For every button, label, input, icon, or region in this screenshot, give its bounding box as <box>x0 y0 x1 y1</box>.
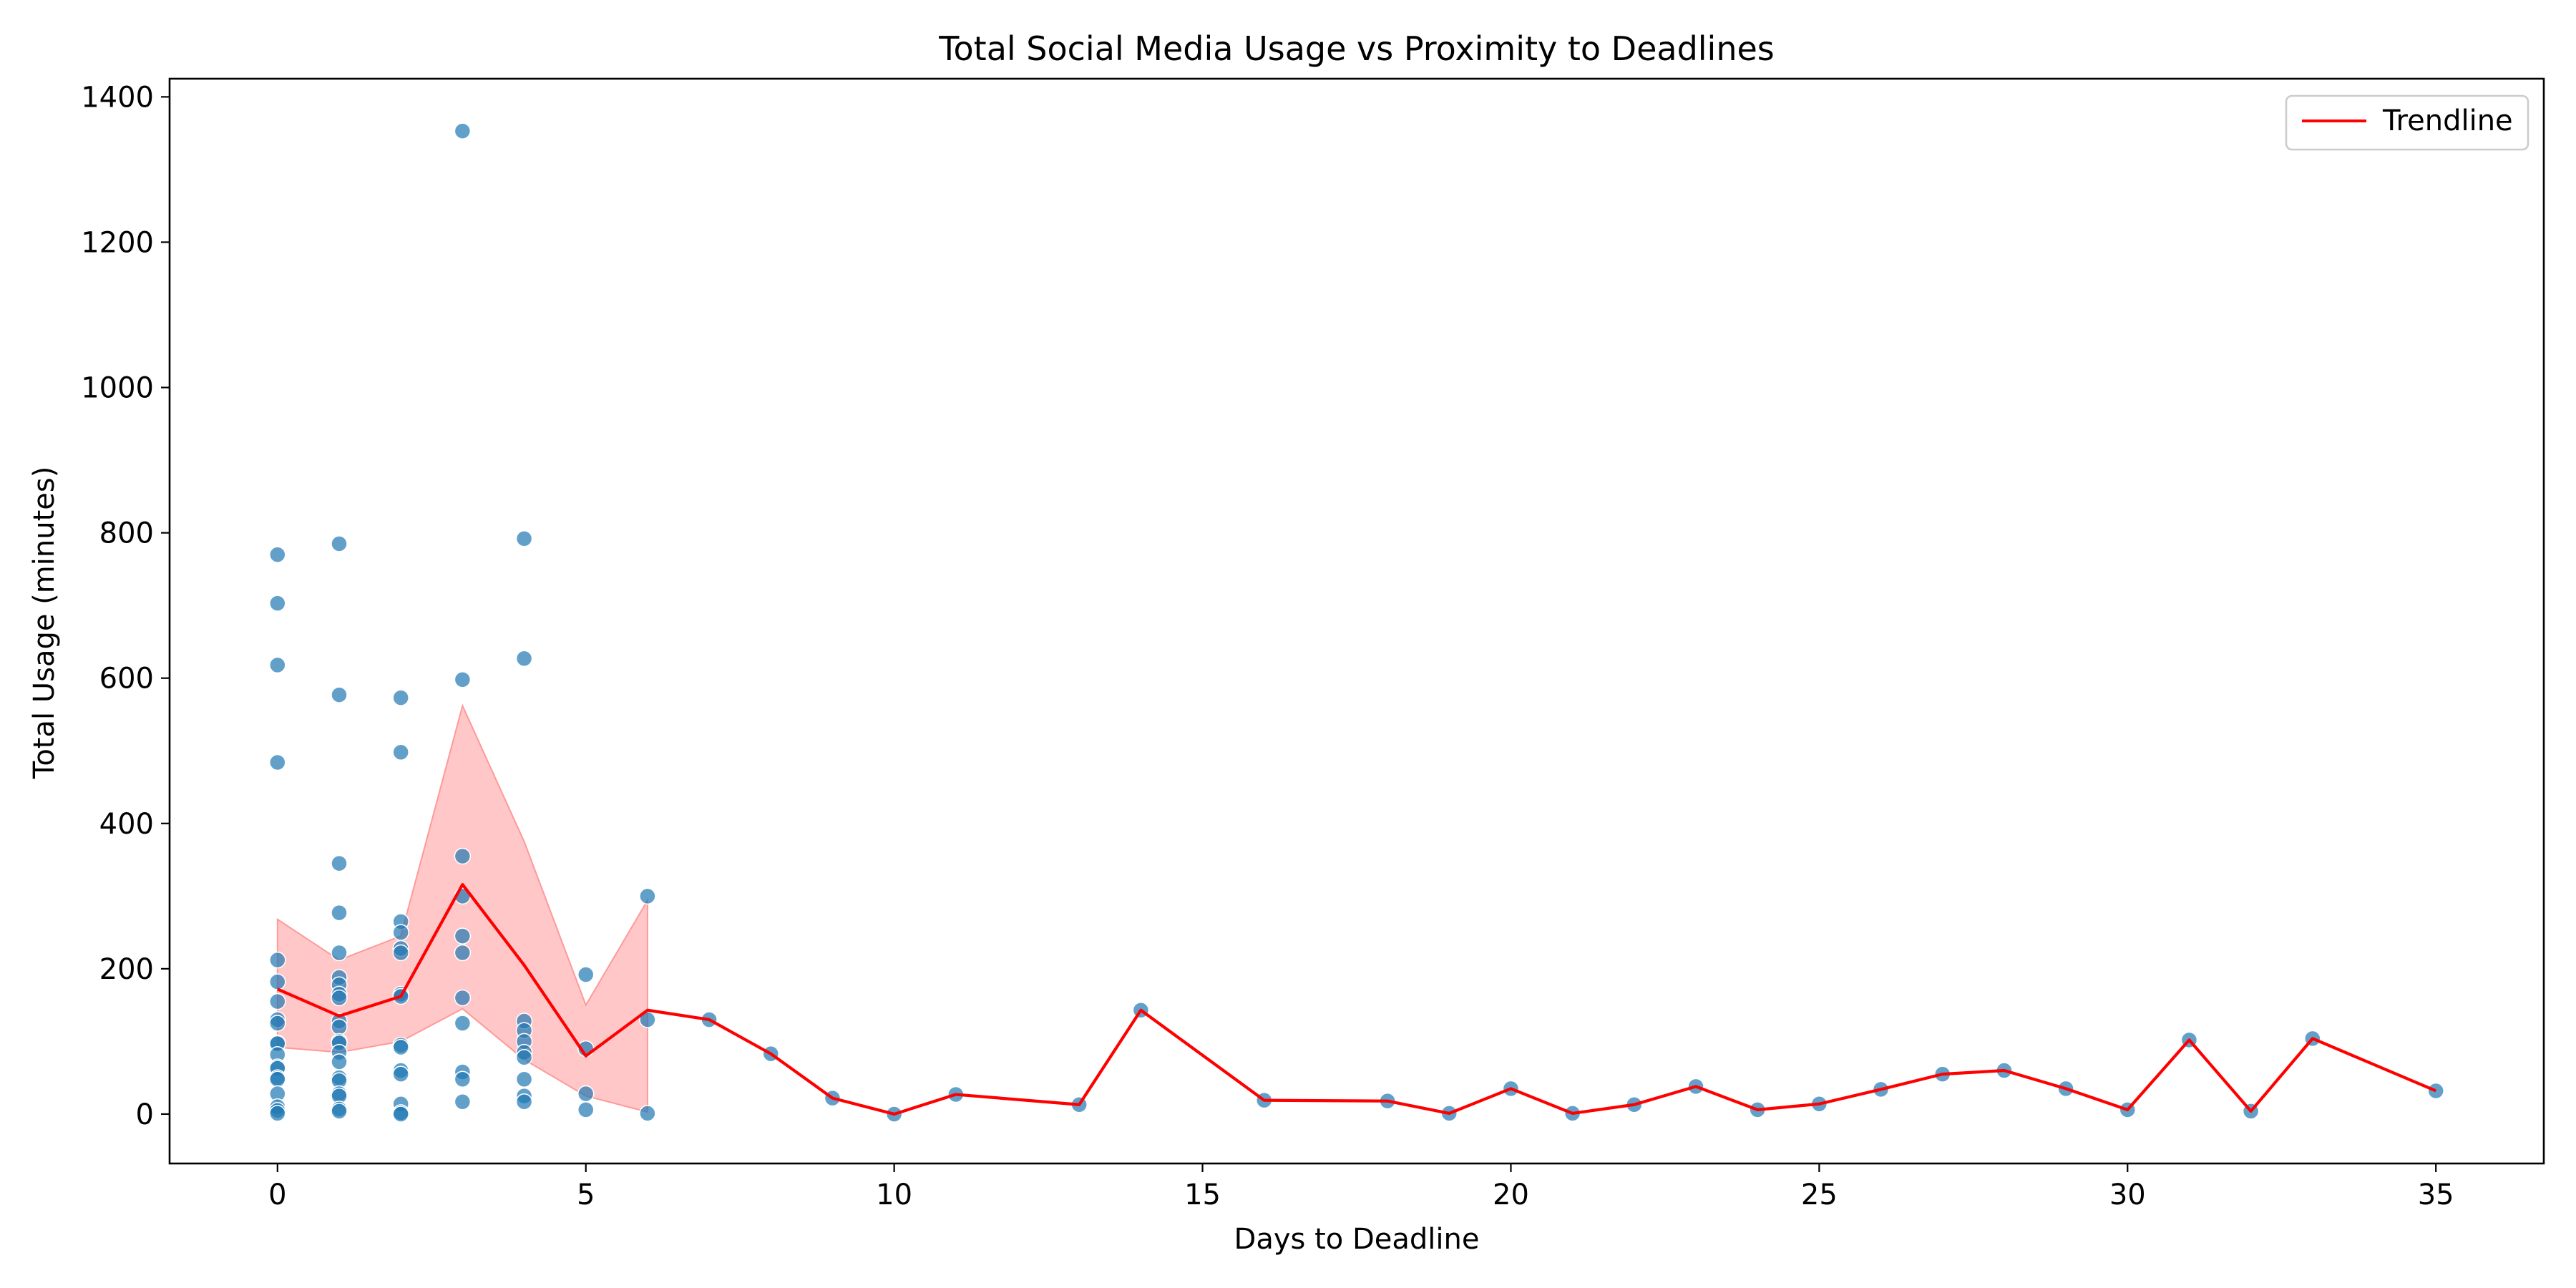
y-tick-label: 600 <box>99 663 154 696</box>
scatter-point <box>454 122 472 140</box>
scatter-point <box>515 530 533 547</box>
scatter-point <box>577 966 595 983</box>
axes-frame <box>168 77 2545 1165</box>
scatter-point <box>269 973 286 990</box>
scatter-point <box>639 1105 656 1122</box>
scatter-point <box>392 924 409 941</box>
y-tick-label: 0 <box>136 1098 154 1131</box>
scatter-point <box>454 1070 472 1088</box>
scatter-point <box>331 1053 348 1070</box>
scatter-point <box>515 1093 533 1111</box>
scatter-point <box>331 944 348 962</box>
scatter-point <box>269 656 286 674</box>
scatter-point <box>331 686 348 703</box>
x-axis-ticks: 0 5 10 15 20 25 30 35 <box>268 1163 2454 1211</box>
x-tick-label: 15 <box>1184 1179 1221 1211</box>
scatter-point <box>515 650 533 668</box>
y-tick-label: 1000 <box>81 372 154 405</box>
scatter-point <box>331 854 348 872</box>
plot-area <box>269 122 2444 1123</box>
x-tick-label: 30 <box>2109 1179 2146 1211</box>
scatter-point <box>269 951 286 969</box>
scatter-point <box>515 1070 533 1088</box>
scatter-point <box>331 989 348 1007</box>
scatter-point <box>392 1038 409 1056</box>
scatter-point <box>269 1015 286 1032</box>
scatter-point <box>639 887 656 905</box>
legend: Trendline <box>2285 94 2529 151</box>
scatter-point <box>454 1015 472 1032</box>
scatter-point <box>577 1085 595 1103</box>
scatter-point <box>392 1065 409 1083</box>
x-axis-label: Days to Deadline <box>1234 1223 1480 1256</box>
scatter-point <box>454 1093 472 1111</box>
x-tick-label: 10 <box>876 1179 912 1211</box>
y-axis-ticks: 0 200 400 600 800 1000 1200 1400 <box>81 81 170 1131</box>
scatter-point <box>454 944 472 962</box>
scatter-point <box>392 743 409 761</box>
scatter-point <box>577 1101 595 1118</box>
scatter-point <box>515 1049 533 1066</box>
scatter-point <box>331 1018 348 1035</box>
scatter-point <box>454 989 472 1007</box>
scatter-point <box>331 535 348 552</box>
chart-title: Total Social Media Usage vs Proximity to… <box>938 29 1775 68</box>
legend-box <box>2285 94 2529 151</box>
scatter-point <box>392 1106 409 1123</box>
scatter-point <box>331 904 348 922</box>
y-tick-label: 1400 <box>81 81 154 114</box>
y-tick-label: 800 <box>99 517 154 550</box>
legend-trendline-label: Trendline <box>2382 104 2513 137</box>
x-tick-label: 25 <box>1801 1179 1838 1211</box>
y-axis-label: Total Usage (minutes) <box>28 467 61 780</box>
scatter-point <box>331 1103 348 1120</box>
scatter-point <box>269 753 286 771</box>
x-tick-label: 5 <box>577 1179 595 1211</box>
scatter-point <box>454 670 472 688</box>
scatter-point <box>269 1105 286 1122</box>
trendline <box>276 882 2437 1116</box>
trendline-layer <box>276 882 2437 1116</box>
scatter-point <box>454 847 472 865</box>
scatter-point <box>269 546 286 563</box>
y-tick-label: 400 <box>99 808 154 841</box>
scatter-point <box>269 992 286 1010</box>
scatter-point <box>269 595 286 612</box>
y-tick-label: 200 <box>99 953 154 986</box>
scatter-point <box>454 927 472 945</box>
y-tick-label: 1200 <box>81 226 154 259</box>
scatter-point <box>392 689 409 706</box>
x-tick-label: 35 <box>2418 1179 2454 1211</box>
scatter-point <box>269 1070 286 1088</box>
x-tick-label: 0 <box>268 1179 286 1211</box>
x-tick-label: 20 <box>1493 1179 1529 1211</box>
scatter-point <box>392 944 409 962</box>
